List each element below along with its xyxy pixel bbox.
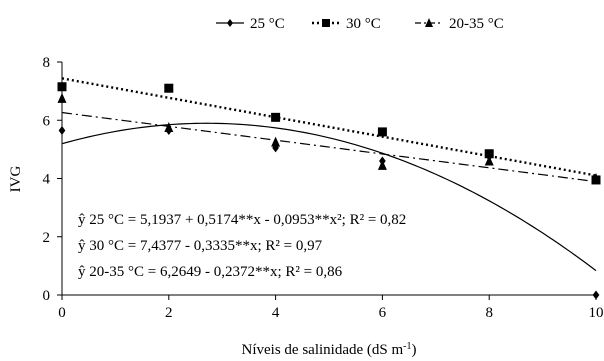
data-point	[591, 173, 601, 183]
y-tick-label: 0	[43, 288, 51, 304]
x-tick-label: 2	[165, 305, 173, 321]
regression-equation: ŷ 25 °C = 5,1937 + 0,5174**x - 0,0953**x…	[78, 212, 406, 228]
ticks: 0 2 4 6 8 10 0 2 4 6 8	[43, 55, 604, 321]
data-point	[271, 136, 281, 147]
y-tick-label: 6	[43, 113, 51, 129]
fit-line	[61, 77, 597, 177]
x-axis-title-main: Níveis de salinidade (dS m	[242, 342, 404, 358]
data-point	[164, 83, 174, 93]
fit-lines	[61, 77, 597, 272]
data-point	[58, 125, 66, 135]
regression-equation: ŷ 20-35 °C = 6,2649 - 0,2372**x; R² = 0,…	[78, 264, 343, 280]
legend: 25 °C 30 °C 20-35 °C	[216, 16, 504, 32]
axes	[61, 62, 596, 296]
data-point	[377, 127, 387, 137]
regression-equation: ŷ 30 °C = 7,4377 - 0,3335**x; R² = 0,97	[78, 238, 323, 254]
x-axis-title: Níveis de salinidade (dS m-1)	[242, 341, 417, 359]
data-point	[377, 159, 387, 170]
legend-label: 20-35 °C	[449, 16, 504, 32]
x-tick-label: 6	[379, 305, 387, 321]
legend-marker	[227, 19, 233, 27]
data-point	[484, 155, 494, 166]
data-points	[57, 82, 601, 300]
x-axis-title-exponent: -1	[403, 341, 411, 352]
fit-line	[61, 122, 597, 272]
x-tick-label: 4	[272, 305, 280, 321]
y-axis-title: IVG	[8, 166, 24, 193]
data-point	[57, 92, 67, 103]
legend-label: 25 °C	[250, 16, 285, 32]
x-tick-label: 8	[485, 305, 493, 321]
data-point	[164, 122, 174, 133]
fit-line	[61, 111, 597, 183]
x-tick-label: 10	[589, 305, 604, 321]
equations: ŷ 25 °C = 5,1937 + 0,5174**x - 0,0953**x…	[78, 212, 406, 280]
y-tick-label: 8	[43, 55, 51, 71]
legend-marker	[322, 19, 330, 27]
legend-label: 30 °C	[346, 16, 381, 32]
data-point	[57, 82, 67, 92]
x-tick-label: 0	[58, 305, 66, 321]
data-point	[484, 149, 494, 159]
legend-marker	[425, 18, 433, 27]
y-tick-label: 2	[43, 230, 51, 246]
x-axis-title-suffix: )	[411, 342, 416, 358]
data-point	[592, 290, 600, 300]
y-tick-label: 4	[43, 172, 51, 188]
data-point	[271, 112, 281, 122]
